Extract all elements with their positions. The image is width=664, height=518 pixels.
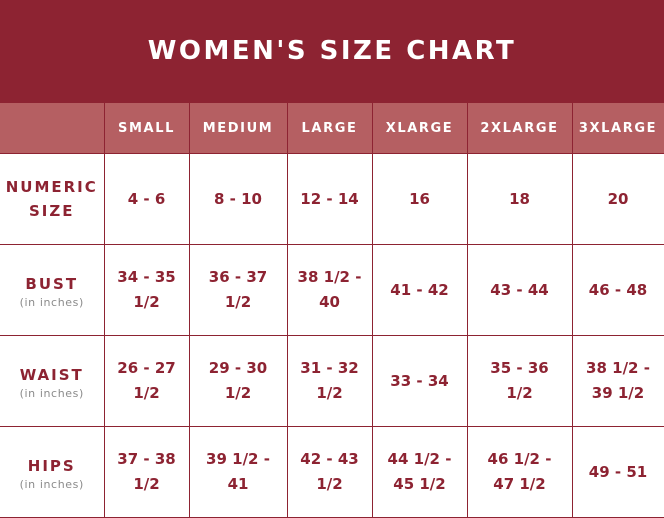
row-bust: BUST (in inches) 34 - 35 1/2 36 - 37 1/2… xyxy=(0,244,664,336)
table-cell: 38 1/2 - 40 xyxy=(286,244,373,336)
cell-value: 38 1/2 - 39 1/2 xyxy=(586,359,650,402)
row-header: BUST (in inches) xyxy=(0,244,105,336)
table-cell: 39 1/2 - 41 xyxy=(188,426,288,518)
table-cell: 8 - 10 xyxy=(188,153,288,245)
table-cell: 33 - 34 xyxy=(371,335,468,427)
column-header-3xlarge: 3XLARGE xyxy=(571,102,664,154)
table-cell: 18 xyxy=(466,153,573,245)
table-cell: 16 xyxy=(371,153,468,245)
row-label: BUST xyxy=(25,274,79,293)
cell-value: 43 - 44 xyxy=(490,280,549,299)
cell-value: 41 - 42 xyxy=(390,280,449,299)
cell-value: 46 1/2 - 47 1/2 xyxy=(487,450,552,493)
row-unit: (in inches) xyxy=(19,477,84,491)
table-cell: 12 - 14 xyxy=(286,153,373,245)
cell-value: 33 - 34 xyxy=(390,371,449,390)
cell-value: 42 - 43 1/2 xyxy=(300,450,359,493)
cell-value: 38 1/2 - 40 xyxy=(297,268,362,311)
table-cell: 31 - 32 1/2 xyxy=(286,335,373,427)
table-cell: 20 xyxy=(571,153,664,245)
row-unit: (in inches) xyxy=(19,386,84,400)
cell-value: 39 1/2 - 41 xyxy=(206,450,270,493)
row-header: HIPS (in inches) xyxy=(0,426,105,518)
table-cell: 35 - 36 1/2 xyxy=(466,335,573,427)
column-header-small: SMALL xyxy=(103,102,190,154)
table-cell: 44 1/2 - 45 1/2 xyxy=(371,426,468,518)
cell-value: 35 - 36 1/2 xyxy=(490,359,549,402)
row-unit: (in inches) xyxy=(19,295,84,309)
row-label: WAIST xyxy=(19,365,84,384)
chart-title: WOMEN'S SIZE CHART xyxy=(147,36,517,66)
cell-value: 44 1/2 - 45 1/2 xyxy=(387,450,452,493)
table-cell: 46 1/2 - 47 1/2 xyxy=(466,426,573,518)
row-header: NUMERIC SIZE xyxy=(0,153,105,245)
cell-value: 20 xyxy=(607,189,629,208)
cell-value: 4 - 6 xyxy=(127,189,166,208)
column-header-large: LARGE xyxy=(286,102,373,154)
column-header-medium: MEDIUM xyxy=(188,102,288,154)
row-hips: HIPS (in inches) 37 - 38 1/2 39 1/2 - 41… xyxy=(0,426,664,518)
table-cell: 42 - 43 1/2 xyxy=(286,426,373,518)
cell-value: 16 xyxy=(409,189,430,208)
cell-value: 8 - 10 xyxy=(214,189,262,208)
cell-value: 26 - 27 1/2 xyxy=(117,359,176,402)
cell-value: 12 - 14 xyxy=(300,189,359,208)
table-cell: 36 - 37 1/2 xyxy=(188,244,288,336)
cell-value: 34 - 35 1/2 xyxy=(117,268,176,311)
row-label: NUMERIC SIZE xyxy=(5,178,98,220)
cell-value: 49 - 51 xyxy=(588,462,648,481)
row-numeric-size: NUMERIC SIZE 4 - 6 8 - 10 12 - 14 16 18 … xyxy=(0,153,664,245)
cell-value: 29 - 30 1/2 xyxy=(208,359,268,402)
table-cell: 26 - 27 1/2 xyxy=(103,335,190,427)
size-table: SMALL MEDIUM LARGE XLARGE 2XLARGE 3XLARG… xyxy=(0,102,664,518)
title-bar: WOMEN'S SIZE CHART xyxy=(0,0,664,102)
header-row: SMALL MEDIUM LARGE XLARGE 2XLARGE 3XLARG… xyxy=(0,102,664,154)
table-cell: 37 - 38 1/2 xyxy=(103,426,190,518)
table-cell: 46 - 48 xyxy=(571,244,664,336)
row-waist: WAIST (in inches) 26 - 27 1/2 29 - 30 1/… xyxy=(0,335,664,427)
table-cell: 38 1/2 - 39 1/2 xyxy=(571,335,664,427)
row-label: HIPS xyxy=(27,456,76,475)
table-cell: 43 - 44 xyxy=(466,244,573,336)
column-header-xlarge: XLARGE xyxy=(371,102,468,154)
table-cell: 49 - 51 xyxy=(571,426,664,518)
cell-value: 31 - 32 1/2 xyxy=(300,359,359,402)
header-corner xyxy=(0,102,105,154)
row-header: WAIST (in inches) xyxy=(0,335,105,427)
column-header-2xlarge: 2XLARGE xyxy=(466,102,573,154)
cell-value: 37 - 38 1/2 xyxy=(117,450,176,493)
cell-value: 46 - 48 xyxy=(588,280,648,299)
table-cell: 34 - 35 1/2 xyxy=(103,244,190,336)
cell-value: 18 xyxy=(509,189,530,208)
table-cell: 29 - 30 1/2 xyxy=(188,335,288,427)
table-cell: 41 - 42 xyxy=(371,244,468,336)
cell-value: 36 - 37 1/2 xyxy=(208,268,268,311)
table-cell: 4 - 6 xyxy=(103,153,190,245)
